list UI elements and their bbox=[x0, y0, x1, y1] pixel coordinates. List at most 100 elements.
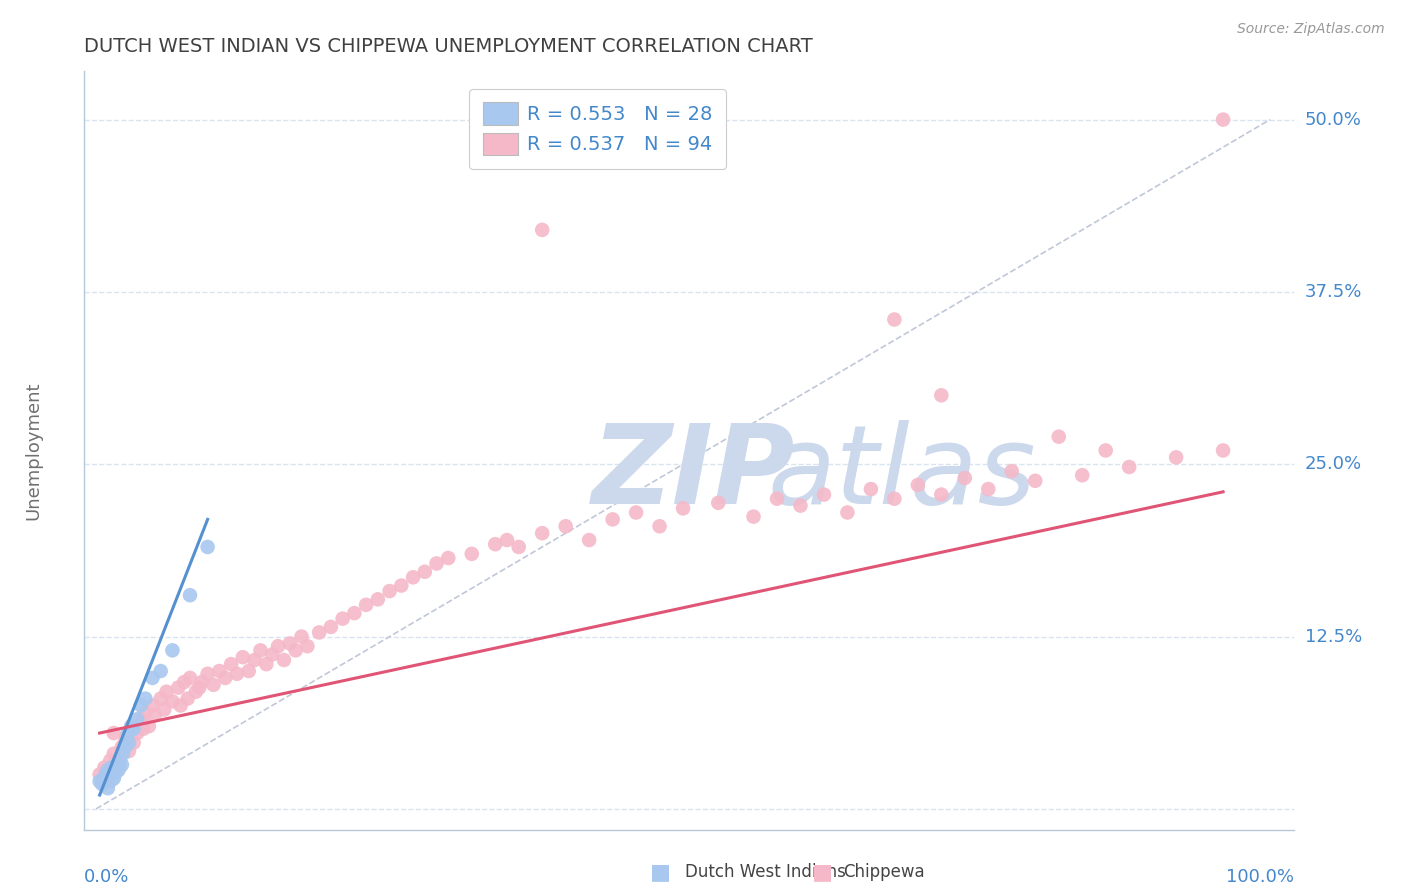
Point bbox=[531, 223, 554, 237]
Text: ■: ■ bbox=[651, 863, 671, 882]
Point bbox=[107, 764, 129, 778]
Text: Unemployment: Unemployment bbox=[24, 381, 42, 520]
Point bbox=[837, 506, 859, 520]
Point bbox=[103, 726, 125, 740]
Point bbox=[190, 675, 212, 690]
Point bbox=[104, 767, 127, 781]
Text: DUTCH WEST INDIAN VS CHIPPEWA UNEMPLOYMENT CORRELATION CHART: DUTCH WEST INDIAN VS CHIPPEWA UNEMPLOYME… bbox=[84, 37, 813, 56]
Point bbox=[742, 509, 765, 524]
Point bbox=[273, 653, 295, 667]
Point bbox=[707, 496, 730, 510]
Point bbox=[461, 547, 484, 561]
Point bbox=[129, 712, 152, 726]
Point bbox=[118, 736, 141, 750]
Point bbox=[1001, 464, 1024, 478]
Point bbox=[143, 708, 166, 723]
Point bbox=[531, 526, 554, 541]
Point bbox=[219, 657, 242, 672]
Point bbox=[169, 698, 191, 713]
Point bbox=[179, 588, 201, 602]
Text: ZIP: ZIP bbox=[592, 420, 796, 526]
Point bbox=[97, 781, 120, 796]
Point bbox=[1212, 443, 1234, 458]
Point bbox=[98, 774, 121, 789]
Point bbox=[1166, 450, 1188, 465]
Point bbox=[149, 691, 172, 706]
Point bbox=[97, 764, 120, 778]
Point bbox=[127, 712, 149, 726]
Point bbox=[134, 706, 156, 720]
Point bbox=[111, 739, 134, 754]
Point bbox=[297, 639, 319, 653]
Point bbox=[308, 625, 330, 640]
Point bbox=[1047, 430, 1070, 444]
Text: atlas: atlas bbox=[768, 420, 1036, 526]
Point bbox=[105, 754, 128, 768]
Point bbox=[883, 491, 905, 506]
Point bbox=[94, 767, 117, 781]
Text: 37.5%: 37.5% bbox=[1305, 283, 1362, 301]
Point bbox=[91, 777, 114, 791]
Point bbox=[141, 671, 163, 685]
Point bbox=[122, 736, 145, 750]
Point bbox=[138, 719, 160, 733]
Point bbox=[89, 774, 111, 789]
Point bbox=[114, 739, 136, 754]
Point bbox=[1118, 460, 1140, 475]
Point bbox=[319, 620, 342, 634]
Text: 100.0%: 100.0% bbox=[1226, 869, 1294, 887]
Point bbox=[132, 722, 155, 736]
Point bbox=[402, 570, 425, 584]
Text: Chippewa: Chippewa bbox=[844, 863, 925, 881]
Point bbox=[413, 565, 436, 579]
Point bbox=[859, 482, 882, 496]
Point bbox=[907, 478, 929, 492]
Point bbox=[120, 719, 142, 733]
Point bbox=[1024, 474, 1046, 488]
Point bbox=[389, 578, 412, 592]
Point bbox=[508, 540, 530, 554]
Point bbox=[1094, 443, 1116, 458]
Point bbox=[367, 592, 389, 607]
Point bbox=[484, 537, 506, 551]
Point bbox=[127, 726, 149, 740]
Point bbox=[290, 630, 312, 644]
Point bbox=[188, 681, 211, 695]
Point bbox=[284, 643, 307, 657]
Point bbox=[108, 760, 131, 774]
Point bbox=[141, 698, 163, 713]
Point bbox=[343, 606, 366, 620]
Point bbox=[624, 506, 647, 520]
Point bbox=[254, 657, 277, 672]
Point bbox=[103, 747, 125, 761]
Point bbox=[931, 388, 953, 402]
Text: Source: ZipAtlas.com: Source: ZipAtlas.com bbox=[1237, 22, 1385, 37]
Point bbox=[977, 482, 1000, 496]
Text: ■: ■ bbox=[813, 863, 832, 882]
Point bbox=[425, 557, 447, 571]
Point bbox=[238, 664, 260, 678]
Text: 50.0%: 50.0% bbox=[1305, 111, 1361, 128]
Point bbox=[672, 501, 695, 516]
Point bbox=[111, 757, 134, 772]
Point bbox=[332, 612, 354, 626]
Point bbox=[766, 491, 789, 506]
Point bbox=[883, 312, 905, 326]
Point bbox=[554, 519, 576, 533]
Point bbox=[197, 666, 219, 681]
Point bbox=[243, 653, 266, 667]
Point bbox=[117, 726, 139, 740]
Point bbox=[197, 540, 219, 554]
Point bbox=[118, 744, 141, 758]
Point bbox=[94, 764, 117, 778]
Point bbox=[267, 639, 290, 653]
Legend: R = 0.553   N = 28, R = 0.537   N = 94: R = 0.553 N = 28, R = 0.537 N = 94 bbox=[470, 88, 727, 169]
Point bbox=[578, 533, 600, 547]
Point bbox=[112, 747, 135, 761]
Point bbox=[100, 767, 122, 781]
Point bbox=[173, 675, 195, 690]
Text: 12.5%: 12.5% bbox=[1305, 628, 1362, 646]
Point bbox=[813, 487, 835, 501]
Point bbox=[378, 584, 401, 599]
Point bbox=[179, 671, 201, 685]
